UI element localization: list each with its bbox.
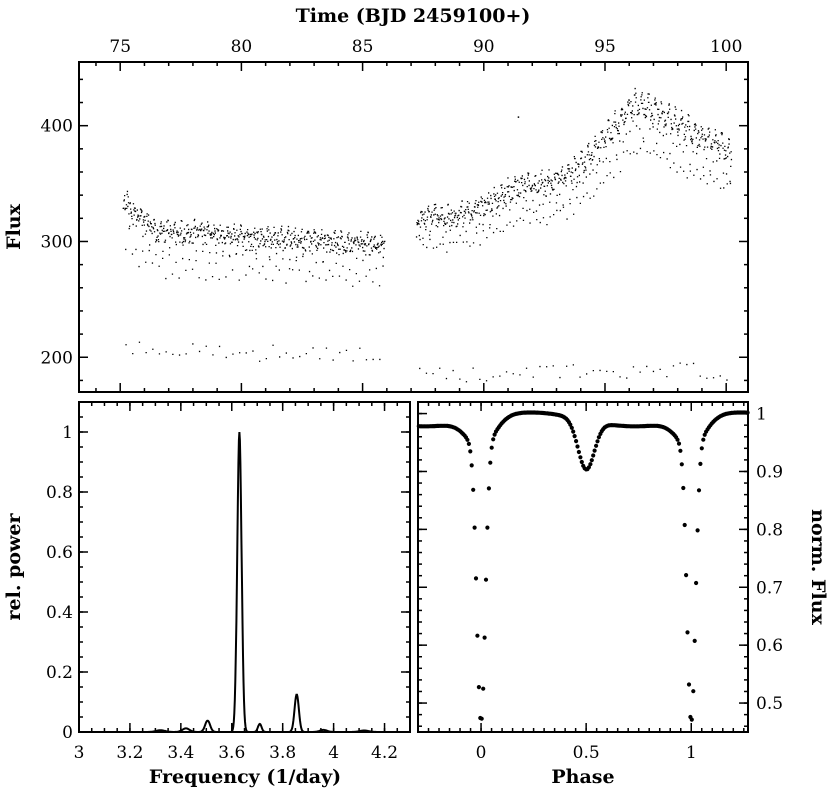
light-curve-x-title: Time (BJD 2459100+): [296, 5, 531, 27]
light-curve-x-tick-label: 80: [231, 37, 253, 57]
periodogram-y-tick-label: 0.8: [46, 483, 73, 503]
periodogram-y-tick-label: 0.4: [46, 603, 73, 623]
phase-folded-frame: [417, 401, 749, 733]
light-curve-frame: [78, 61, 749, 393]
periodogram-y-ticks: 0 0.2 0.4 0.6 0.8 1: [46, 416, 410, 743]
phase-folded-y-tick-label: 0.7: [756, 578, 783, 598]
periodogram-y-tick-label: 0: [62, 723, 73, 743]
periodogram-y-tick-label: 0.6: [46, 543, 73, 563]
phase-folded-y-ticks: 0.5 0.6 0.7 0.8 0.9 1: [418, 405, 783, 727]
phase-folded-panel: 0 0.5 1 0.50.60.70.80.91 Phase norm. Flux: [416, 401, 829, 788]
periodogram-line: [109, 431, 385, 733]
phase-folded-x-tick-label: 0.5: [573, 743, 600, 763]
periodogram-x-tick-label: 3.4: [167, 743, 194, 763]
light-curve-y-ticks: 200 300 400: [41, 78, 748, 382]
light-curve-y-tick-label: 200: [41, 348, 73, 368]
light-curve-y-tick-label: 300: [41, 232, 73, 252]
phase-folded-y-title: norm. Flux: [807, 509, 829, 625]
periodogram-x-tick-label: 3.6: [218, 743, 245, 763]
phase-folded-x-tick-label: 1: [686, 743, 697, 763]
periodogram-panel: 3 3.2 3.4 3.6 3.8 4 4.2 0 0.2 0.4 0.6 0.8 1 Frequen…: [3, 401, 411, 788]
phase-folded-y-tick-label: 0.9: [756, 462, 783, 482]
phase-folded-y-tick-label: 0.8: [756, 520, 783, 540]
light-curve-samples: [122, 87, 733, 383]
phase-folded-y-tick-label: 1: [756, 405, 767, 425]
light-curve-x-tick-label: 75: [109, 37, 131, 57]
phase-folded-y-tick-label: 0.5: [756, 694, 783, 714]
periodogram-x-tick-label: 3: [74, 743, 85, 763]
light-curve-x-tick-label: 90: [473, 37, 495, 57]
phase-folded-x-ticks: 0 0.5 1: [427, 402, 745, 763]
periodogram-x-title: Frequency (1/day): [149, 766, 341, 788]
periodogram-y-tick-label: 0.2: [46, 663, 73, 683]
light-curve-panel: 75 80 85 90 95 100 200 300 400 Time (BJD 245910…: [3, 5, 749, 393]
periodogram-x-tick-label: 4.2: [371, 743, 398, 763]
phase-folded-samples: [416, 410, 750, 722]
light-curve-x-tick-label: 95: [594, 37, 616, 57]
periodogram-y-title: rel. power: [3, 513, 25, 621]
light-curve-x-tick-label: 85: [352, 37, 374, 57]
light-curve-points: [122, 87, 733, 383]
periodogram-y-tick-label: 1: [62, 423, 73, 443]
light-curve-y-title: Flux: [3, 203, 25, 250]
phase-folded-y-tick-label: 0.6: [756, 636, 783, 656]
light-curve-y-tick-label: 400: [41, 117, 73, 137]
periodogram-x-tick-label: 3.2: [116, 743, 143, 763]
phase-folded-x-tick-label: 0: [476, 743, 487, 763]
phase-folded-points: [416, 410, 750, 722]
periodogram-x-ticks: 3 3.2 3.4 3.6 3.8 4 4.2: [74, 402, 398, 763]
phase-folded-x-title: Phase: [551, 766, 614, 788]
light-curve-x-tick-label: 100: [710, 37, 742, 57]
light-curve-x-ticks: 75 80 85 90 95 100: [95, 37, 742, 392]
periodogram-x-tick-label: 4: [328, 743, 339, 763]
periodogram-x-tick-label: 3.8: [269, 743, 296, 763]
